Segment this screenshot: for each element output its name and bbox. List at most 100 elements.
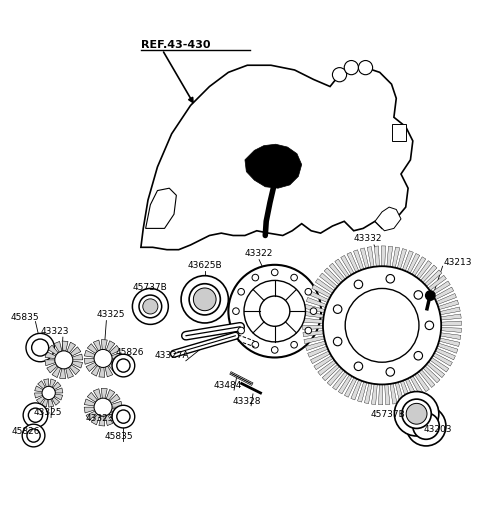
Polygon shape <box>54 342 62 352</box>
Polygon shape <box>47 364 57 373</box>
Polygon shape <box>72 361 83 368</box>
Polygon shape <box>387 246 393 267</box>
Circle shape <box>386 368 395 376</box>
Polygon shape <box>106 390 115 400</box>
Polygon shape <box>415 373 429 392</box>
Polygon shape <box>435 348 456 360</box>
Polygon shape <box>427 362 444 378</box>
Polygon shape <box>99 416 105 426</box>
Polygon shape <box>45 351 56 359</box>
Polygon shape <box>338 374 352 394</box>
Circle shape <box>334 305 342 313</box>
Circle shape <box>354 362 363 371</box>
Polygon shape <box>94 340 101 351</box>
Polygon shape <box>72 354 83 360</box>
Text: 45826: 45826 <box>12 427 40 436</box>
Circle shape <box>94 398 112 416</box>
Polygon shape <box>36 396 45 404</box>
Polygon shape <box>109 345 120 355</box>
Polygon shape <box>91 366 100 376</box>
Polygon shape <box>37 381 46 389</box>
Polygon shape <box>333 371 348 390</box>
Polygon shape <box>52 367 60 378</box>
Circle shape <box>27 429 40 442</box>
Circle shape <box>32 339 48 356</box>
Polygon shape <box>45 360 55 366</box>
Circle shape <box>426 291 435 300</box>
Polygon shape <box>327 368 344 385</box>
Polygon shape <box>441 321 462 325</box>
Polygon shape <box>318 360 336 376</box>
Circle shape <box>359 61 372 75</box>
Circle shape <box>181 276 228 323</box>
Polygon shape <box>358 382 367 402</box>
Text: 43625B: 43625B <box>187 261 222 270</box>
Text: 43322: 43322 <box>245 249 273 258</box>
Polygon shape <box>353 250 364 270</box>
Polygon shape <box>111 360 122 367</box>
Polygon shape <box>309 291 329 303</box>
Polygon shape <box>145 188 176 229</box>
Polygon shape <box>91 414 100 425</box>
Circle shape <box>291 342 298 348</box>
Polygon shape <box>303 318 323 323</box>
Text: 45835: 45835 <box>11 313 39 322</box>
Polygon shape <box>60 369 65 379</box>
Circle shape <box>310 308 317 314</box>
Polygon shape <box>438 300 459 310</box>
Text: REF.43-430: REF.43-430 <box>141 40 210 50</box>
Polygon shape <box>420 265 437 282</box>
Circle shape <box>406 406 446 446</box>
Circle shape <box>395 392 439 436</box>
Polygon shape <box>52 397 60 405</box>
Polygon shape <box>416 260 432 279</box>
Polygon shape <box>55 388 63 393</box>
Text: 43325: 43325 <box>97 310 125 319</box>
Text: 43484: 43484 <box>213 381 241 390</box>
Polygon shape <box>109 394 120 403</box>
Circle shape <box>252 342 259 348</box>
Text: 43332: 43332 <box>354 234 382 243</box>
Polygon shape <box>314 356 333 370</box>
Circle shape <box>189 283 220 315</box>
Polygon shape <box>324 268 341 285</box>
Polygon shape <box>67 342 76 353</box>
Polygon shape <box>66 368 73 378</box>
Polygon shape <box>141 65 413 249</box>
Circle shape <box>26 333 54 362</box>
Polygon shape <box>440 307 460 315</box>
Polygon shape <box>379 384 383 405</box>
Polygon shape <box>308 346 328 357</box>
Polygon shape <box>322 364 340 381</box>
Polygon shape <box>87 392 97 402</box>
Polygon shape <box>108 363 119 373</box>
Circle shape <box>22 424 45 447</box>
Text: 43327A: 43327A <box>155 350 189 360</box>
Polygon shape <box>305 341 326 350</box>
Polygon shape <box>245 144 302 188</box>
Circle shape <box>139 295 162 318</box>
Circle shape <box>406 403 427 424</box>
Polygon shape <box>360 248 369 268</box>
Text: 43323: 43323 <box>40 327 69 336</box>
Polygon shape <box>436 293 456 304</box>
Polygon shape <box>53 382 61 390</box>
Polygon shape <box>94 389 101 400</box>
Polygon shape <box>441 327 461 333</box>
Polygon shape <box>433 353 452 366</box>
Circle shape <box>244 280 305 342</box>
Polygon shape <box>44 379 48 387</box>
Circle shape <box>291 274 298 281</box>
Circle shape <box>55 351 73 369</box>
Circle shape <box>132 289 168 324</box>
Polygon shape <box>335 259 349 278</box>
Circle shape <box>233 308 239 314</box>
Polygon shape <box>303 331 324 337</box>
Circle shape <box>28 408 43 422</box>
Polygon shape <box>84 407 95 413</box>
Polygon shape <box>35 393 43 398</box>
Polygon shape <box>304 336 324 344</box>
Circle shape <box>334 337 342 346</box>
Polygon shape <box>48 399 54 407</box>
Polygon shape <box>112 401 122 407</box>
